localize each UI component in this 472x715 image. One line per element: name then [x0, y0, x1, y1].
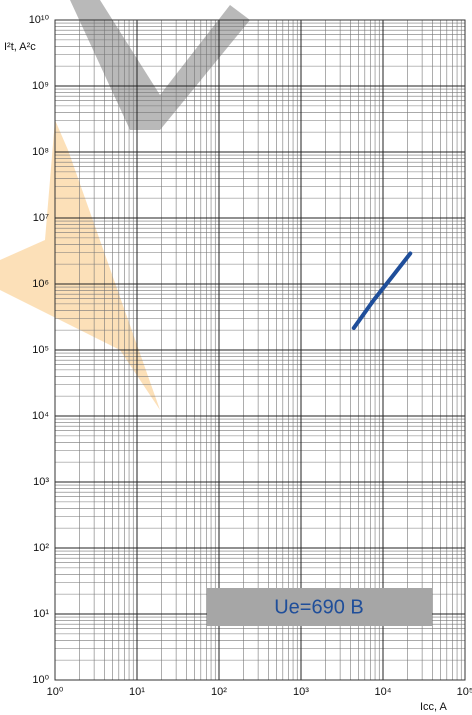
y-tick-label: 10⁸ [32, 146, 49, 158]
y-tick-label: 10⁰ [32, 674, 49, 686]
y-tick-label: 10¹⁰ [29, 14, 50, 26]
x-tick-label: 10¹ [129, 686, 145, 698]
x-tick-label: 10⁵ [457, 686, 472, 698]
annotation: Ue=690 B [274, 596, 364, 618]
x-tick-label: 10³ [293, 686, 309, 698]
y-tick-label: 10² [33, 542, 49, 554]
grid [54, 19, 466, 681]
y-tick-label: 10¹ [33, 608, 49, 620]
y-tick-label: 10⁹ [32, 80, 49, 92]
y-tick-label: 10⁵ [32, 344, 49, 356]
plot-frame [54, 19, 466, 681]
x-tick-label: 10⁴ [375, 686, 392, 698]
series-line [351, 251, 413, 331]
y-tick-label: 10⁴ [32, 410, 49, 422]
x-tick-label: 10² [211, 686, 227, 698]
watermark [0, 0, 250, 410]
x-tick-label: 10⁰ [47, 686, 64, 698]
y-tick-label: 10⁷ [33, 212, 49, 224]
y-tick-label: 10³ [33, 476, 49, 488]
annotation-box [207, 588, 432, 626]
x-axis-label: Icc, A [420, 701, 448, 713]
y-tick-label: 10⁶ [32, 278, 49, 290]
y-axis-label: I²t, A²c [4, 41, 36, 53]
